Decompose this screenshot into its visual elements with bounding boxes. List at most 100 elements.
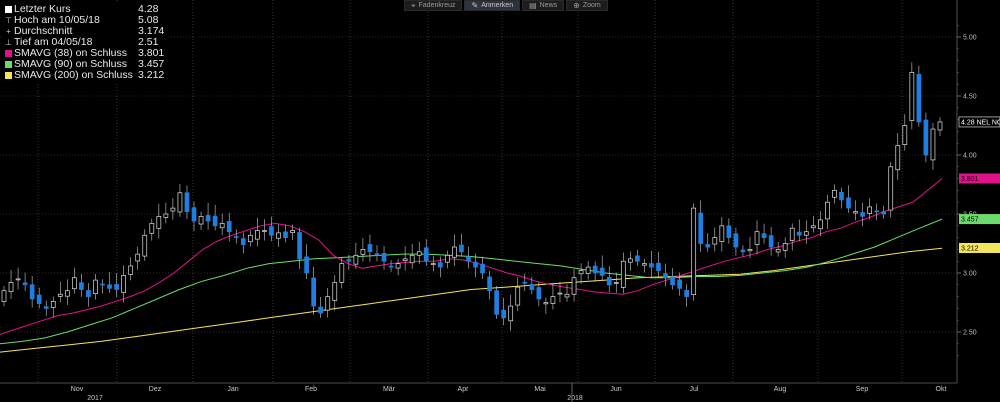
candle-body [107,284,112,289]
candle-body [64,290,70,297]
price-tag-label: 4.28 NEL NO [961,119,1000,126]
candle-body [367,244,373,253]
legend-value: 5.08 [138,14,159,26]
legend-label: Durchschnitt [14,25,73,37]
candle-body [374,253,380,256]
candle-body [15,278,21,281]
candle-body [754,231,760,245]
legend-value: 2.51 [138,36,159,48]
candle-body [557,292,563,295]
sma200-line [0,247,943,353]
candle-body [430,263,436,265]
candle-body [283,231,288,238]
price-tag-label: 3.212 [961,245,979,252]
candle-body [473,261,478,268]
candle-body [79,282,84,290]
candle-body [606,276,612,286]
x-tick-label: Aug [774,386,787,393]
candle-body [642,263,647,266]
legend-swatch [5,72,12,79]
y-tick-label: 2.50 [963,330,977,337]
candle-body [881,211,887,215]
sma90-line [0,218,943,345]
legend-value: 3.801 [138,47,165,59]
candle-body [529,284,535,290]
candle-body [726,225,732,238]
high-marker-icon: ⊤ [5,16,12,25]
year-label: 2018 [567,395,583,402]
candle-body [29,284,35,300]
candle-body [269,226,274,236]
candle-body [902,125,908,145]
x-tick-label: Sep [856,386,869,393]
candle-body [353,254,359,265]
zoom-label: Zoom [582,2,601,9]
candle-body [191,207,197,222]
candle-body [459,244,464,253]
chart-legend: Letzter Kurs 4.28 ⊤ Hoch am 10/05/18 5.0… [2,3,168,83]
x-tick-label: Dez [149,386,162,393]
candle-body [409,254,415,264]
candle-body [508,305,514,322]
candle-body [501,310,507,319]
candle-body [656,262,661,271]
candle-body [909,72,915,121]
candle-body [747,249,753,252]
candle-body [480,263,485,274]
candle-body [698,212,704,244]
news-button[interactable]: ▤ News [522,0,565,11]
candle-body [923,119,929,156]
y-tick-label: 4.50 [963,94,977,101]
candle-body [789,227,795,241]
candle-body [184,192,190,212]
candle-body [290,230,295,234]
candle-body [853,211,858,214]
legend-average: + Durchschnitt 3.174 [5,26,164,37]
candle-body [128,265,134,275]
zoom-button[interactable]: ⊕ Zoom [566,0,608,11]
legend-swatch [5,50,12,57]
candle-body [43,306,49,309]
candle-body [719,225,725,242]
candle-body [304,256,309,274]
candle-body [810,225,816,229]
crosshair-button[interactable]: ⌖ Fadenkreuz [404,0,463,11]
candle-body [515,286,521,306]
y-tick-label: 5.00 [963,35,977,42]
candle-body [466,256,471,262]
candle-body [494,290,499,315]
candle-body [339,263,345,283]
x-tick-label: Jan [227,386,238,393]
candle-body [592,265,598,274]
candle-body [712,237,718,245]
candle-body [276,232,281,239]
candle-body [219,223,225,229]
pencil-icon: ✎ [471,0,479,10]
candle-body [262,230,267,232]
candle-body [916,74,922,123]
candle-body [177,192,183,213]
candle-body [156,216,162,229]
candle-body [72,277,77,290]
candle-body [578,270,584,275]
candle-body [846,197,851,209]
price-tag [959,242,1000,253]
legend-value: 3.457 [138,58,165,70]
candle-body [240,238,246,246]
candle-body [775,249,781,253]
x-tick-label: Apr [458,386,470,393]
candle-body [543,302,549,305]
annotate-button[interactable]: ✎ Anmerken [464,0,521,11]
x-tick-label: Jun [610,386,621,393]
candle-body [346,259,352,262]
average-marker-icon: + [6,27,11,36]
legend-swatch [5,61,12,68]
candle-body [663,273,668,279]
candle-body [895,145,901,171]
candle-body [761,233,767,238]
candle-body [325,296,331,311]
candle-body [233,236,239,238]
candle-body [487,276,492,292]
candle-body [803,231,809,236]
